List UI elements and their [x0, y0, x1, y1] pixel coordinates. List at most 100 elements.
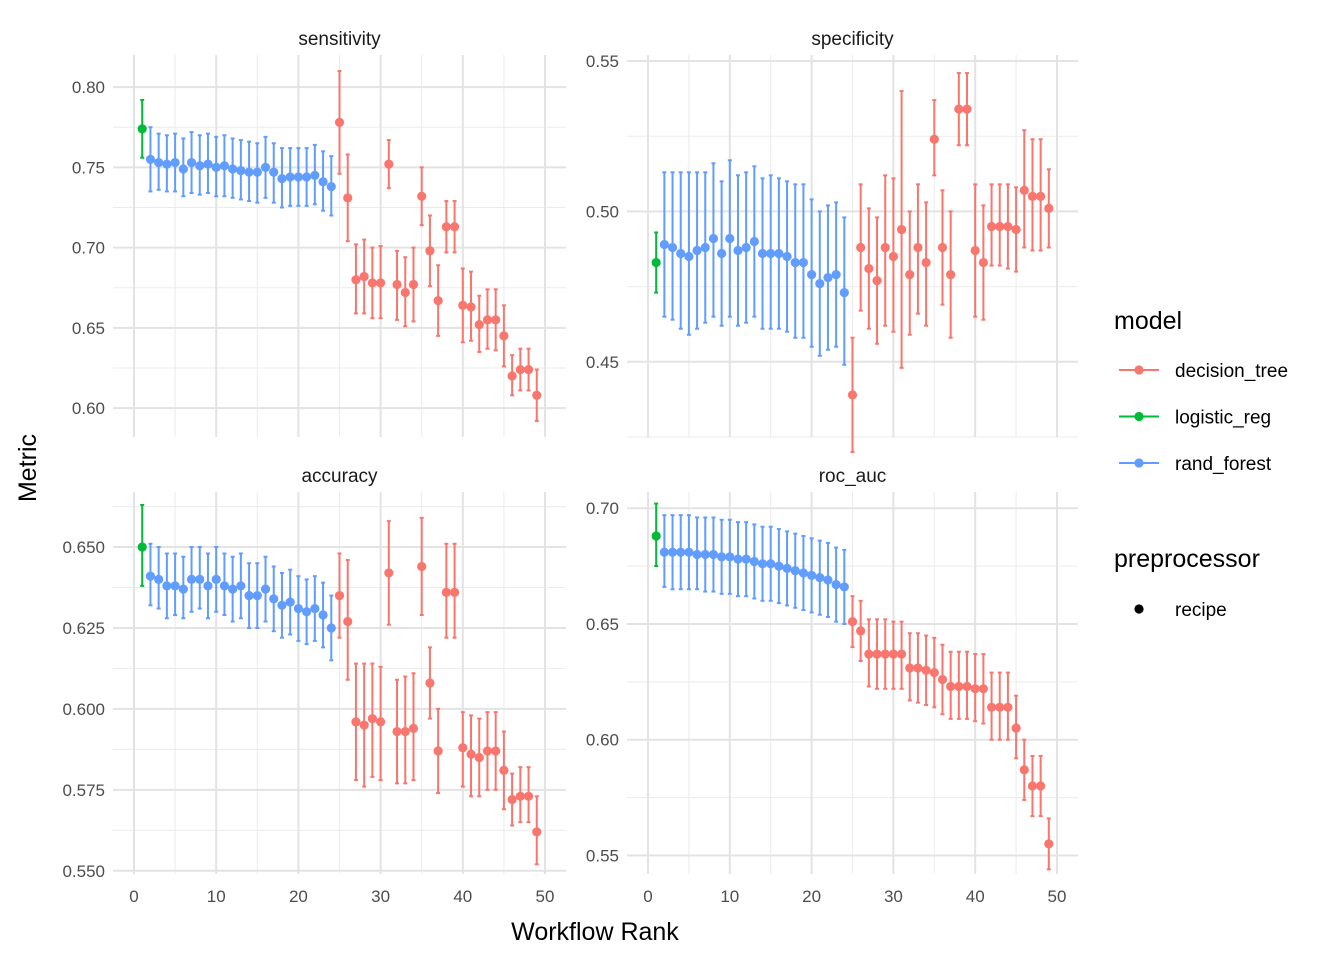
y-tick-label: 0.60 [72, 399, 105, 418]
data-point [441, 587, 451, 597]
data-point [474, 752, 484, 763]
data-point [318, 177, 328, 187]
data-point [408, 723, 419, 733]
legend-label: logistic_reg [1175, 408, 1271, 429]
legend-entry-recipe: recipe [1134, 600, 1227, 621]
data-marks [137, 503, 542, 866]
data-point [499, 331, 509, 341]
data-point [962, 681, 972, 692]
x-tick-label: 50 [1048, 887, 1067, 906]
data-point [532, 827, 542, 837]
data-point [872, 275, 882, 286]
data-point [896, 649, 907, 659]
data-point [978, 684, 988, 694]
data-point [995, 221, 1005, 232]
data-point [659, 547, 669, 557]
legend-title-model: model [1114, 307, 1182, 335]
data-point [651, 531, 661, 541]
data-point [491, 315, 501, 325]
data-point [137, 542, 147, 552]
data-point [145, 571, 156, 581]
data-point [228, 584, 238, 594]
data-point [864, 263, 874, 274]
data-point [782, 563, 792, 574]
data-point [847, 617, 858, 627]
data-point [482, 315, 493, 325]
data-point [1044, 839, 1054, 849]
data-point [367, 714, 377, 724]
data-point [1027, 191, 1038, 201]
y-tick-label: 0.55 [586, 52, 619, 71]
data-point [293, 172, 303, 182]
data-point [417, 191, 427, 201]
y-axis-title: Metric [14, 434, 42, 502]
data-point [277, 173, 287, 184]
panel-specificity: specificity 0.45 0.50 0.55 [586, 29, 1078, 454]
y-tick-label: 0.625 [62, 619, 105, 638]
data-point [921, 257, 931, 268]
data-point [449, 587, 460, 597]
data-point [449, 222, 460, 232]
data-point [507, 371, 517, 381]
data-point [954, 104, 964, 114]
y-tick-label: 0.65 [586, 615, 619, 634]
legend-label: decision_tree [1175, 361, 1288, 382]
data-point [708, 549, 719, 560]
data-point [676, 248, 686, 259]
data-point [433, 746, 443, 756]
data-point [285, 597, 295, 607]
data-point [725, 233, 735, 244]
data-point [798, 568, 809, 578]
data-point [864, 649, 874, 659]
data-point [154, 157, 164, 168]
data-point [905, 663, 915, 673]
data-point [962, 104, 972, 114]
data-point [334, 590, 345, 601]
data-point [326, 182, 336, 192]
y-tick-label: 0.45 [586, 353, 619, 372]
data-point [921, 665, 931, 675]
data-point [507, 794, 517, 805]
data-point [260, 584, 271, 594]
data-point [1036, 781, 1046, 791]
data-marks [651, 502, 1054, 871]
data-point [384, 568, 394, 578]
data-point [417, 561, 427, 572]
data-point [458, 300, 468, 310]
y-tick-label: 0.575 [62, 781, 105, 800]
x-tick-label: 0 [129, 887, 138, 906]
data-point [831, 269, 841, 280]
data-point [1036, 191, 1046, 201]
legend-label: recipe [1175, 600, 1227, 621]
data-point [872, 649, 882, 659]
data-point [359, 720, 369, 730]
data-point [302, 172, 312, 182]
data-point [376, 717, 386, 727]
y-tick-label: 0.60 [586, 731, 619, 750]
data-point [203, 159, 213, 169]
data-point [367, 278, 377, 288]
data-point [757, 559, 768, 569]
data-point [888, 251, 899, 262]
data-point [523, 364, 534, 375]
data-point [708, 233, 719, 244]
data-point [929, 134, 939, 144]
panels: sensitivity 0.60 0.65 0.70 0.75 0.80 specifici… [62, 29, 1078, 906]
panel-accuracy: accuracy 0.550 0.575 0.600 0.625 0.650 0 10 20 30… [62, 466, 566, 906]
data-point [211, 574, 221, 585]
grid [113, 492, 566, 874]
data-point [856, 242, 866, 253]
data-point [269, 594, 279, 604]
panel-roc_auc: roc_auc 0.55 0.60 0.65 0.70 0 10 20 30 40 50 [586, 466, 1078, 906]
data-point [326, 623, 336, 633]
data-point [807, 269, 817, 280]
x-tick-label: 30 [884, 887, 903, 906]
data-point [782, 251, 792, 262]
data-point [937, 242, 948, 253]
data-point [384, 159, 394, 169]
y-tick-label: 0.550 [62, 862, 105, 881]
data-point [186, 574, 197, 585]
data-point [913, 242, 923, 253]
data-point [659, 239, 669, 250]
